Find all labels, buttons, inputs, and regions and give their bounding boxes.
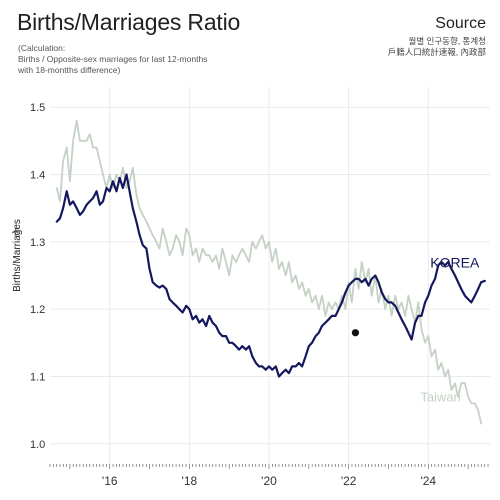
x-tick-label: '20 <box>261 474 277 488</box>
x-tick-label: '24 <box>420 474 436 488</box>
source-note: 월별 인구동향, 통계청 戶籍人口統計速報, 內政部 <box>388 36 486 58</box>
source-title: Source <box>435 15 486 32</box>
source-line: 戶籍人口統計速報, 內政部 <box>387 47 486 57</box>
series-label-korea: KOREA <box>430 254 480 270</box>
y-axis-label: Births/Marriages <box>12 219 23 292</box>
calculation-line: (Calculation: <box>18 43 66 53</box>
y-tick-label: 1.2 <box>30 304 45 316</box>
y-tick-label: 1.4 <box>30 170 45 182</box>
highlight-dot <box>351 329 360 337</box>
airplane-icon: ✈ <box>11 228 22 236</box>
y-tick-label: 1.5 <box>30 102 45 114</box>
source-line: 월별 인구동향, 통계청 <box>408 36 486 46</box>
x-tick-label: '18 <box>182 474 198 488</box>
series-line-korea <box>55 173 486 378</box>
calculation-line: Births / Opposite-sex marriages for last… <box>18 54 208 64</box>
y-tick-label: 1.3 <box>30 237 45 249</box>
chart-title: Births/Marriages Ratio <box>17 9 241 35</box>
x-tick-label: '22 <box>341 474 357 488</box>
series-label-taiwan: Taiwan <box>420 389 460 404</box>
y-tick-label: 1.0 <box>30 439 45 451</box>
calculation-line: with 18-montths difference) <box>18 65 121 75</box>
calculation-note: (Calculation: Births / Opposite-sex marr… <box>18 43 207 76</box>
y-tick-label: 1.1 <box>30 371 45 383</box>
x-tick-label: '16 <box>102 474 118 488</box>
